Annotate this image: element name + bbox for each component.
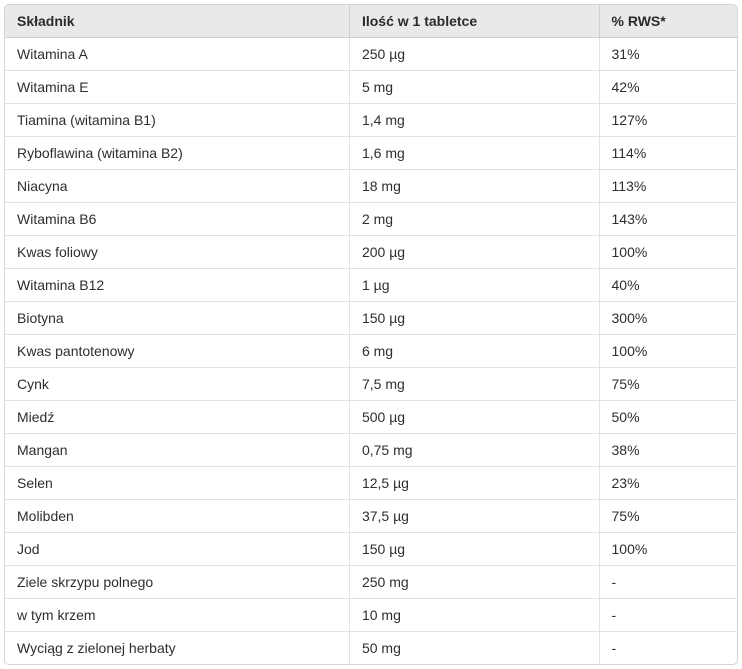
- ingredient-cell: Selen: [4, 467, 349, 500]
- table-row: Kwas pantotenowy 6 mg 100%: [4, 335, 738, 368]
- ingredient-cell: Tiamina (witamina B1): [4, 104, 349, 137]
- amount-cell: 5 mg: [348, 71, 599, 104]
- rws-cell: 31%: [598, 38, 738, 71]
- amount-cell: 1,6 mg: [348, 137, 599, 170]
- ingredient-cell: Kwas pantotenowy: [4, 335, 349, 368]
- amount-cell: 18 mg: [348, 170, 599, 203]
- rws-cell: -: [598, 632, 738, 665]
- ingredient-cell: Ryboflawina (witamina B2): [4, 137, 349, 170]
- amount-cell: 1,4 mg: [348, 104, 599, 137]
- ingredient-cell: Witamina B6: [4, 203, 349, 236]
- rws-cell: 143%: [598, 203, 738, 236]
- rws-cell: 75%: [598, 500, 738, 533]
- column-header-amount-per-tablet: Ilość w 1 tabletce: [348, 4, 599, 38]
- table-row: Cynk 7,5 mg 75%: [4, 368, 738, 401]
- table-row: Ziele skrzypu polnego 250 mg -: [4, 566, 738, 599]
- table-row: Molibden 37,5 µg 75%: [4, 500, 738, 533]
- table-row: Wyciąg z zielonej herbaty 50 mg -: [4, 632, 738, 665]
- table-row: Kwas foliowy 200 µg 100%: [4, 236, 738, 269]
- ingredient-cell: Witamina E: [4, 71, 349, 104]
- amount-cell: 50 mg: [348, 632, 599, 665]
- rws-cell: 42%: [598, 71, 738, 104]
- table-row: Miedź 500 µg 50%: [4, 401, 738, 434]
- amount-cell: 250 mg: [348, 566, 599, 599]
- ingredient-cell: Miedź: [4, 401, 349, 434]
- amount-cell: 500 µg: [348, 401, 599, 434]
- table-row: Ryboflawina (witamina B2) 1,6 mg 114%: [4, 137, 738, 170]
- amount-cell: 37,5 µg: [348, 500, 599, 533]
- table-row: Witamina B6 2 mg 143%: [4, 203, 738, 236]
- amount-cell: 1 µg: [348, 269, 599, 302]
- table-row: w tym krzem 10 mg -: [4, 599, 738, 632]
- ingredient-cell: Molibden: [4, 500, 349, 533]
- rws-cell: 50%: [598, 401, 738, 434]
- table-body: Witamina A 250 µg 31% Witamina E 5 mg 42…: [4, 38, 738, 665]
- rws-cell: 100%: [598, 335, 738, 368]
- rws-cell: 300%: [598, 302, 738, 335]
- amount-cell: 10 mg: [348, 599, 599, 632]
- rws-cell: 127%: [598, 104, 738, 137]
- ingredient-cell: Kwas foliowy: [4, 236, 349, 269]
- rws-cell: 114%: [598, 137, 738, 170]
- ingredient-cell: Biotyna: [4, 302, 349, 335]
- rws-cell: 113%: [598, 170, 738, 203]
- amount-cell: 150 µg: [348, 302, 599, 335]
- nutrition-facts-table: Składnik Ilość w 1 tabletce % RWS* Witam…: [4, 4, 738, 665]
- amount-cell: 7,5 mg: [348, 368, 599, 401]
- table-row: Niacyna 18 mg 113%: [4, 170, 738, 203]
- amount-cell: 250 µg: [348, 38, 599, 71]
- ingredient-cell: Wyciąg z zielonej herbaty: [4, 632, 349, 665]
- rws-cell: -: [598, 599, 738, 632]
- table-row: Tiamina (witamina B1) 1,4 mg 127%: [4, 104, 738, 137]
- header-row: Składnik Ilość w 1 tabletce % RWS*: [4, 4, 738, 38]
- ingredient-cell: Niacyna: [4, 170, 349, 203]
- table-row: Witamina B12 1 µg 40%: [4, 269, 738, 302]
- rws-cell: 23%: [598, 467, 738, 500]
- rws-cell: 100%: [598, 533, 738, 566]
- table-row: Witamina E 5 mg 42%: [4, 71, 738, 104]
- table-row: Selen 12,5 µg 23%: [4, 467, 738, 500]
- table-row: Jod 150 µg 100%: [4, 533, 738, 566]
- rws-cell: 100%: [598, 236, 738, 269]
- column-header-rws-percent: % RWS*: [598, 4, 738, 38]
- ingredient-cell: Mangan: [4, 434, 349, 467]
- ingredient-cell: w tym krzem: [4, 599, 349, 632]
- amount-cell: 0,75 mg: [348, 434, 599, 467]
- rws-cell: -: [598, 566, 738, 599]
- rws-cell: 40%: [598, 269, 738, 302]
- ingredient-cell: Witamina B12: [4, 269, 349, 302]
- amount-cell: 200 µg: [348, 236, 599, 269]
- ingredient-cell: Ziele skrzypu polnego: [4, 566, 349, 599]
- amount-cell: 6 mg: [348, 335, 599, 368]
- amount-cell: 12,5 µg: [348, 467, 599, 500]
- table-row: Biotyna 150 µg 300%: [4, 302, 738, 335]
- column-header-ingredient: Składnik: [4, 4, 349, 38]
- rws-cell: 75%: [598, 368, 738, 401]
- ingredient-cell: Witamina A: [4, 38, 349, 71]
- table-row: Witamina A 250 µg 31%: [4, 38, 738, 71]
- amount-cell: 2 mg: [348, 203, 599, 236]
- table-row: Mangan 0,75 mg 38%: [4, 434, 738, 467]
- ingredient-cell: Cynk: [4, 368, 349, 401]
- amount-cell: 150 µg: [348, 533, 599, 566]
- rws-cell: 38%: [598, 434, 738, 467]
- ingredient-cell: Jod: [4, 533, 349, 566]
